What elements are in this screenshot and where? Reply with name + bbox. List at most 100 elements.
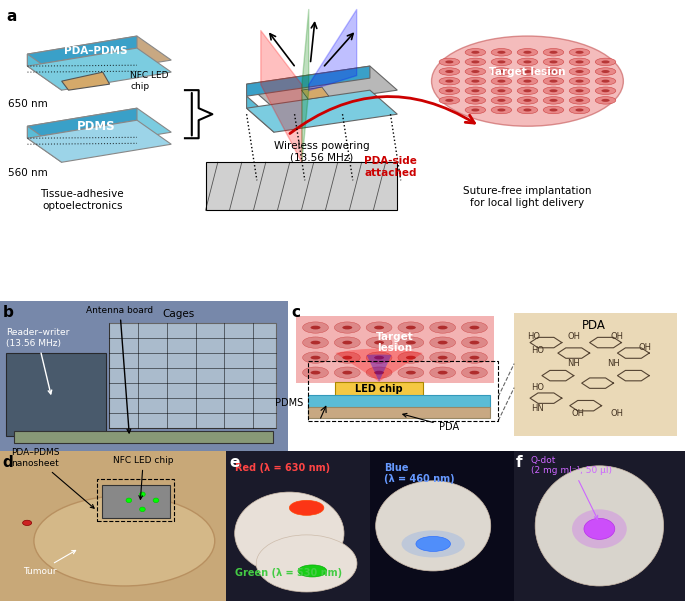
Ellipse shape: [439, 87, 460, 94]
Text: Q-dot
(2 mg ml⁻¹, 50 μl): Q-dot (2 mg ml⁻¹, 50 μl): [531, 456, 612, 519]
Ellipse shape: [491, 106, 512, 114]
Ellipse shape: [401, 531, 465, 558]
Text: OH: OH: [639, 343, 651, 352]
Ellipse shape: [523, 108, 532, 112]
Ellipse shape: [462, 322, 487, 333]
Ellipse shape: [465, 49, 486, 56]
Text: NFC LED
chip: NFC LED chip: [130, 72, 169, 91]
Ellipse shape: [438, 371, 447, 374]
Bar: [370, 451, 514, 601]
Ellipse shape: [140, 507, 145, 511]
Ellipse shape: [465, 68, 486, 75]
Ellipse shape: [575, 60, 584, 64]
Ellipse shape: [549, 70, 558, 73]
Ellipse shape: [543, 68, 564, 75]
Ellipse shape: [549, 50, 558, 54]
Ellipse shape: [575, 89, 584, 92]
Ellipse shape: [462, 367, 487, 378]
Text: HO: HO: [527, 332, 540, 341]
Bar: [308, 407, 490, 418]
Ellipse shape: [465, 106, 486, 114]
Ellipse shape: [429, 322, 456, 333]
Polygon shape: [62, 72, 110, 90]
Polygon shape: [27, 36, 171, 78]
Ellipse shape: [445, 99, 453, 102]
Ellipse shape: [569, 68, 590, 75]
Text: Wireless powering
(13.56 MHz): Wireless powering (13.56 MHz): [274, 141, 370, 163]
Text: NH: NH: [567, 359, 580, 368]
Ellipse shape: [471, 89, 480, 92]
Ellipse shape: [366, 322, 392, 333]
Ellipse shape: [575, 70, 584, 73]
Ellipse shape: [153, 498, 159, 502]
Ellipse shape: [543, 97, 564, 104]
Ellipse shape: [429, 367, 456, 378]
Ellipse shape: [342, 341, 352, 344]
Ellipse shape: [398, 322, 424, 333]
Text: PDMS: PDMS: [77, 120, 115, 133]
Ellipse shape: [523, 89, 532, 92]
Text: HO: HO: [532, 346, 545, 355]
Ellipse shape: [491, 58, 512, 66]
Ellipse shape: [303, 352, 328, 363]
Bar: [110, 323, 276, 428]
Text: PDA–PDMS: PDA–PDMS: [64, 46, 127, 56]
Ellipse shape: [374, 371, 384, 374]
Ellipse shape: [439, 58, 460, 66]
Ellipse shape: [543, 49, 564, 56]
Ellipse shape: [310, 356, 321, 359]
Text: OH: OH: [611, 332, 624, 341]
Polygon shape: [27, 120, 171, 162]
Ellipse shape: [497, 79, 506, 83]
Ellipse shape: [601, 60, 610, 64]
Text: Suture-free implantation
for local light delivery: Suture-free implantation for local light…: [463, 186, 592, 208]
Polygon shape: [247, 66, 397, 108]
Ellipse shape: [406, 356, 416, 359]
Ellipse shape: [342, 356, 352, 359]
FancyArrowPatch shape: [290, 97, 475, 133]
Ellipse shape: [445, 79, 453, 83]
Ellipse shape: [535, 466, 664, 586]
Ellipse shape: [465, 97, 486, 104]
Polygon shape: [247, 66, 370, 96]
Text: OH: OH: [567, 332, 580, 341]
Ellipse shape: [445, 70, 453, 73]
Ellipse shape: [469, 326, 479, 329]
Text: PDA-side
attached: PDA-side attached: [364, 156, 417, 178]
Ellipse shape: [416, 536, 451, 552]
Ellipse shape: [465, 87, 486, 94]
Text: OH: OH: [571, 409, 584, 418]
Ellipse shape: [438, 356, 447, 359]
Text: PDMS: PDMS: [275, 398, 303, 407]
Ellipse shape: [549, 60, 558, 64]
Text: a: a: [7, 9, 17, 24]
Bar: [308, 395, 490, 409]
Ellipse shape: [398, 367, 424, 378]
Ellipse shape: [366, 367, 392, 378]
Ellipse shape: [497, 50, 506, 54]
Ellipse shape: [491, 87, 512, 94]
Text: Reader–writer
(13.56 MHz): Reader–writer (13.56 MHz): [5, 328, 69, 394]
Polygon shape: [27, 126, 62, 162]
Ellipse shape: [497, 60, 506, 64]
Ellipse shape: [375, 481, 490, 571]
Polygon shape: [27, 108, 171, 150]
Ellipse shape: [439, 68, 460, 75]
Ellipse shape: [497, 70, 506, 73]
Ellipse shape: [517, 58, 538, 66]
Ellipse shape: [462, 337, 487, 348]
Ellipse shape: [289, 500, 324, 516]
Text: c: c: [292, 305, 301, 320]
Ellipse shape: [601, 70, 610, 73]
Ellipse shape: [595, 87, 616, 94]
Ellipse shape: [334, 322, 360, 333]
Text: Tissue-adhesive
optoelectronics: Tissue-adhesive optoelectronics: [40, 189, 124, 211]
Ellipse shape: [34, 496, 215, 586]
Bar: [336, 382, 423, 397]
Ellipse shape: [303, 367, 328, 378]
Text: e: e: [229, 456, 239, 470]
Ellipse shape: [491, 78, 512, 85]
Ellipse shape: [235, 492, 344, 575]
Ellipse shape: [310, 371, 321, 374]
Ellipse shape: [601, 99, 610, 102]
